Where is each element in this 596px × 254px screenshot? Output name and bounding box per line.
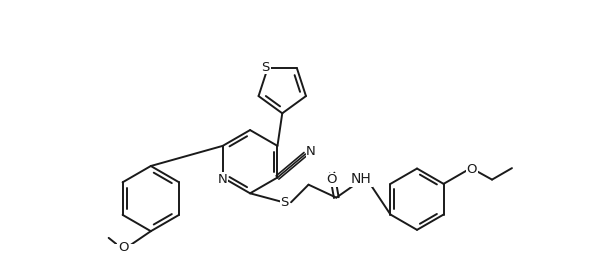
Text: N: N [218,173,228,186]
Text: S: S [262,61,270,74]
Text: O: O [327,173,337,186]
Text: N: N [306,145,316,158]
Text: O: O [118,241,128,254]
Text: O: O [466,163,477,176]
Text: NH: NH [351,172,372,186]
Text: S: S [280,196,288,209]
